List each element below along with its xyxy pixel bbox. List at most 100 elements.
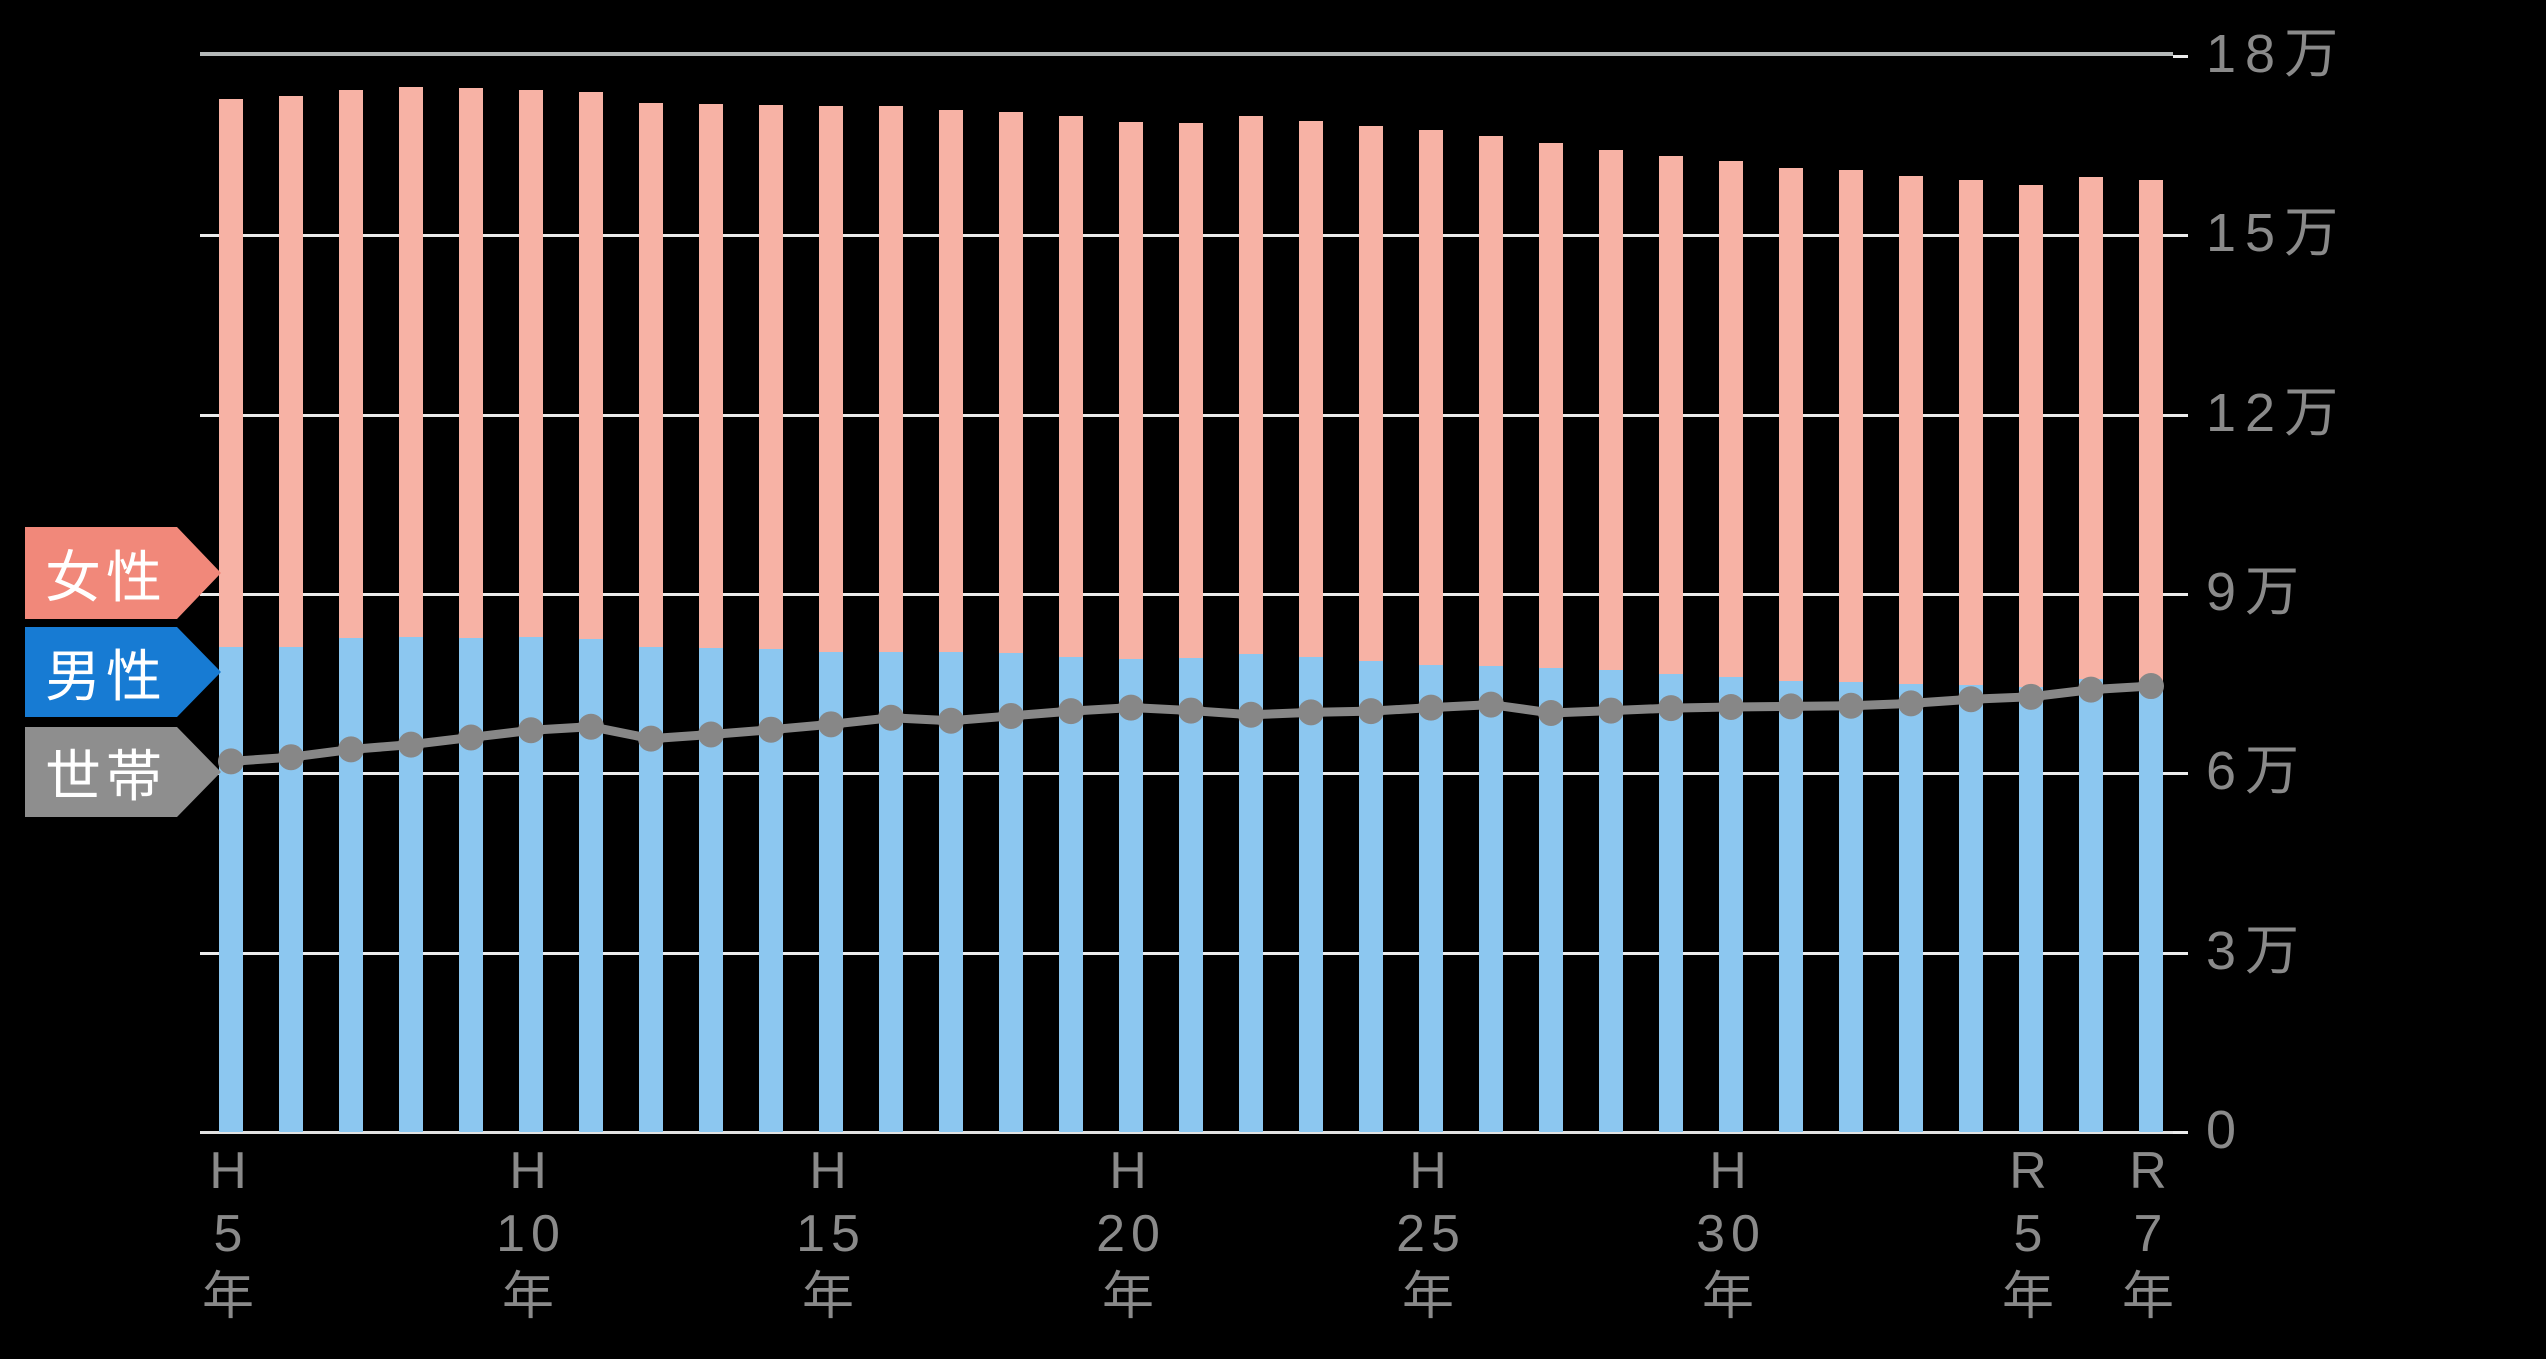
bar-H10: [519, 56, 543, 1132]
bar-female-segment: [1539, 143, 1563, 668]
y-axis-label-6: 6万: [2206, 741, 2309, 802]
bar-R5: [2019, 56, 2043, 1132]
bar-male-segment: [1179, 657, 1203, 1132]
bar-R3: [1899, 56, 1923, 1132]
household-point-H7: [338, 736, 364, 763]
bar-female-segment: [1299, 120, 1323, 657]
bar-male-segment: [1239, 654, 1263, 1132]
y-axis-label-15: 15万: [2206, 203, 2348, 264]
bar-female-segment: [999, 111, 1023, 654]
bar-H8: [399, 56, 423, 1132]
bar-male-segment: [219, 646, 243, 1132]
x-axis-label-row: 10: [496, 1205, 566, 1263]
legend-household-flag: 世帯: [25, 727, 221, 817]
bar-female-segment: [2019, 184, 2043, 687]
household-point-R2: [1838, 692, 1864, 719]
y-axis-label-3: 3万: [2206, 920, 2309, 981]
bar-H22: [1239, 56, 1263, 1132]
household-point-H12: [638, 725, 664, 752]
x-axis-label-H30: H 30 年: [1696, 1140, 1766, 1329]
y-tick-12: [2173, 413, 2188, 417]
bar-female-segment: [1179, 122, 1203, 658]
x-axis-label-H25: H 25 年: [1396, 1140, 1466, 1329]
x-axis-label-row: 25: [1396, 1205, 1466, 1263]
bar-H24: [1359, 56, 1383, 1132]
household-point-H10: [518, 717, 544, 744]
bar-H25: [1419, 56, 1443, 1132]
plot-area: [200, 52, 2188, 1134]
x-axis-line: [200, 1131, 2173, 1134]
bar-female-segment: [759, 105, 783, 649]
x-axis-label-row: 30: [1696, 1205, 1766, 1263]
household-point-H21: [1178, 697, 1204, 724]
bar-male-segment: [1059, 657, 1083, 1132]
bar-female-segment: [1599, 149, 1623, 670]
bar-female-segment: [1119, 121, 1143, 659]
bar-H26: [1479, 56, 1503, 1132]
bar-R7: [2139, 56, 2163, 1132]
household-point-H22: [1238, 701, 1264, 728]
bar-female-segment: [1059, 115, 1083, 658]
x-axis-label-row: 年: [1401, 1268, 1460, 1326]
bar-H16: [879, 56, 903, 1132]
legend-female-flag: 女性: [25, 527, 221, 619]
x-axis-label-H20: H 20 年: [1096, 1140, 1166, 1329]
x-axis-label-row: H: [1709, 1142, 1753, 1200]
y-axis-label-9: 9万: [2206, 562, 2309, 622]
bar-female-segment: [1659, 156, 1683, 674]
bar-female-segment: [819, 105, 843, 652]
bar-H7: [339, 56, 363, 1132]
household-point-R4: [1958, 686, 1984, 713]
x-axis-label-row: H: [209, 1142, 253, 1200]
bar-male-segment: [1479, 665, 1503, 1132]
bar-female-segment: [339, 89, 363, 639]
household-point-H27: [1538, 699, 1564, 726]
bar-R6: [2079, 56, 2103, 1132]
x-axis-label-row: 年: [201, 1268, 261, 1326]
x-axis-label-row: 年: [2121, 1268, 2181, 1326]
bar-male-segment: [1599, 669, 1623, 1132]
bar-male-segment: [1839, 681, 1863, 1132]
bar-female-segment: [519, 90, 543, 638]
x-axis-label-row: 7: [2133, 1205, 2169, 1263]
bar-male-segment: [339, 638, 363, 1132]
y-tick-6: [2173, 772, 2188, 776]
bar-male-segment: [879, 652, 903, 1132]
bar-female-segment: [939, 109, 963, 652]
x-axis-label-row: H: [1409, 1142, 1453, 1200]
bar-female-segment: [879, 106, 903, 652]
bar-female-segment: [1959, 180, 1983, 686]
y-axis-label-12: 12万: [2206, 382, 2348, 443]
bar-male-segment: [2139, 685, 2163, 1132]
x-axis-label-row: H: [509, 1142, 553, 1200]
bar-male-segment: [459, 637, 483, 1132]
bar-H23: [1299, 56, 1323, 1132]
legend-male-label: 男性: [45, 644, 167, 708]
household-point-R5: [2018, 683, 2044, 710]
household-point-H29: [1658, 695, 1684, 722]
bar-female-segment: [699, 104, 723, 648]
bar-male-segment: [1899, 683, 1923, 1132]
bar-R1: [1779, 56, 1803, 1132]
bar-female-segment: [579, 91, 603, 639]
household-point-H5: [218, 748, 244, 775]
bar-male-segment: [1719, 677, 1743, 1132]
household-line: [230, 681, 2152, 766]
household-point-H6: [278, 744, 304, 771]
household-point-H9: [458, 724, 484, 751]
x-axis-label-H15: H 15 年: [796, 1140, 866, 1329]
household-point-H26: [1478, 691, 1504, 718]
bar-H5: [219, 56, 243, 1132]
bar-female-segment: [279, 96, 303, 647]
bar-male-segment: [399, 637, 423, 1132]
bar-H29: [1659, 56, 1683, 1132]
y-tick-15: [2173, 234, 2188, 238]
household-point-H28: [1598, 697, 1624, 724]
y-tick-9: [2173, 593, 2188, 596]
household-point-R7: [2138, 673, 2164, 700]
legend-male-flag: 男性: [25, 627, 221, 717]
household-point-R1: [1778, 693, 1804, 720]
legend-female-label: 女性: [45, 545, 167, 609]
